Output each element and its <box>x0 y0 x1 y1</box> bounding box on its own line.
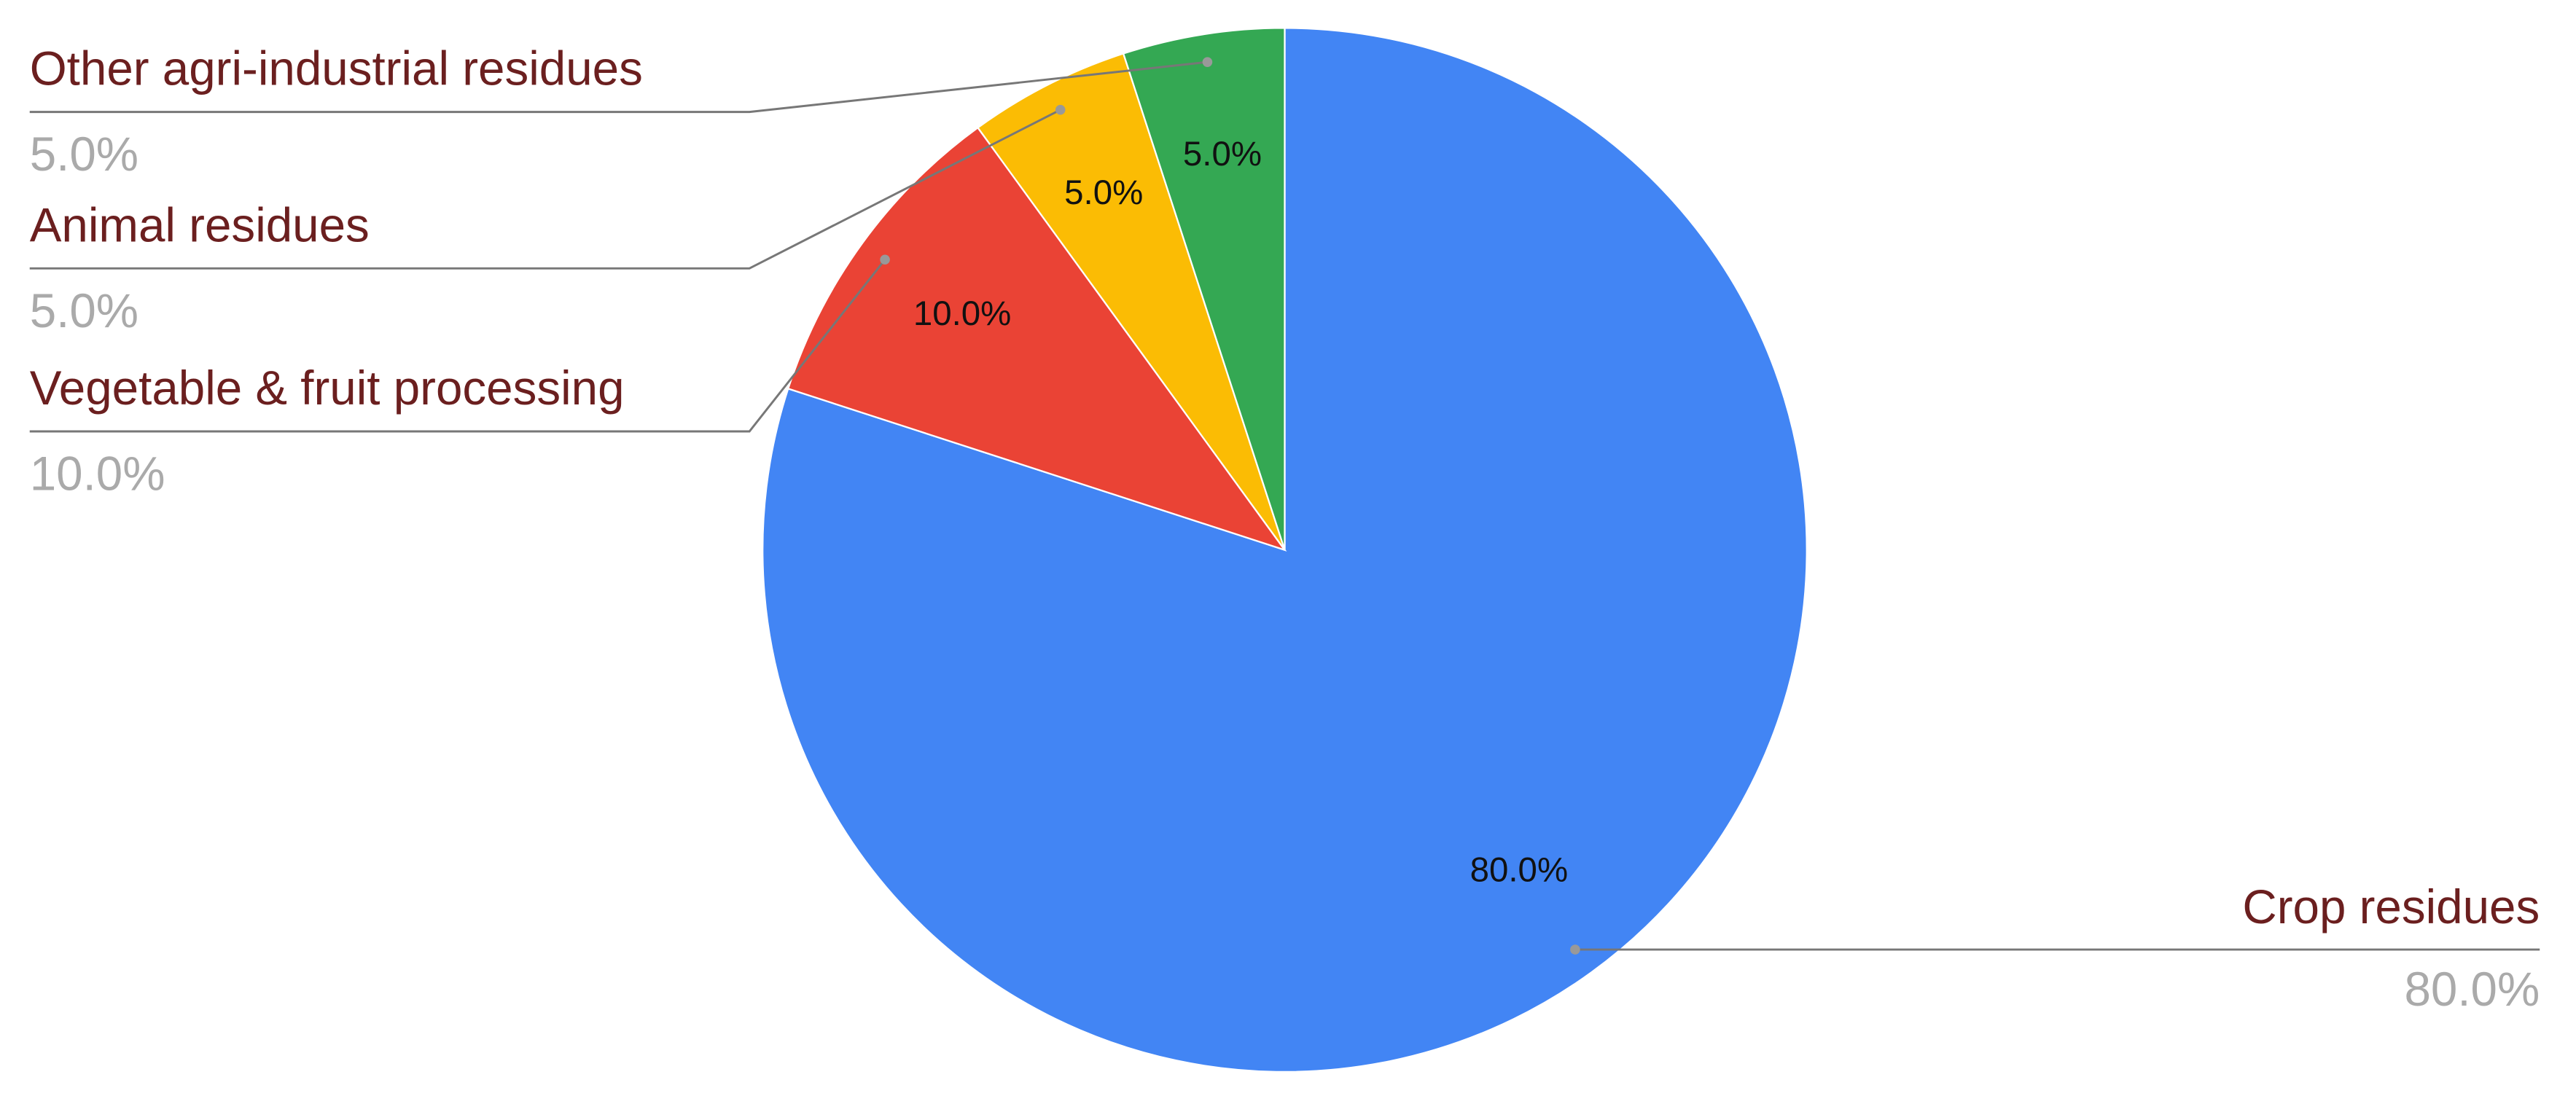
leader-line <box>29 60 1208 114</box>
slice-value: 80.0% <box>2404 963 2540 1016</box>
slice-label: 5.0% <box>1064 173 1143 212</box>
leader-dot <box>880 254 890 265</box>
slice-name: Vegetable & fruit processing <box>30 361 625 415</box>
pie-slice <box>976 52 1286 551</box>
leader-dot <box>1202 57 1213 67</box>
leader-line <box>29 109 1061 270</box>
slice-value: 5.0% <box>30 128 138 181</box>
leader-dot <box>1570 944 1580 955</box>
slice-name: Other agri-industrial residues <box>30 42 643 95</box>
slice-value: 10.0% <box>30 447 165 501</box>
slice-label: 80.0% <box>1470 851 1569 890</box>
pie-slice <box>787 126 1287 552</box>
slice-label: 10.0% <box>913 294 1012 333</box>
slice-value: 5.0% <box>30 284 138 337</box>
slice-name: Animal residues <box>30 198 370 251</box>
pie-slice <box>1122 27 1286 551</box>
pie-slice <box>762 27 1808 1073</box>
slice-label: 5.0% <box>1183 135 1262 173</box>
slice-name: Crop residues <box>2242 880 2540 933</box>
leader-line <box>29 259 886 433</box>
leader-dot <box>1055 104 1066 115</box>
